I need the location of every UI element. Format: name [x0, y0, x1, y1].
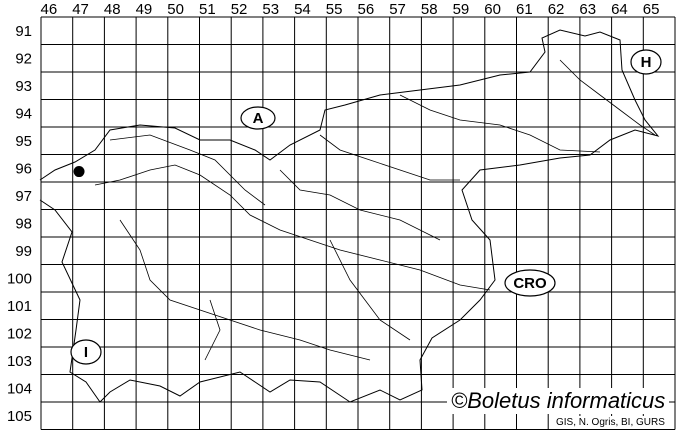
column-label: 54 — [294, 1, 311, 18]
row-label: 96 — [15, 160, 32, 177]
country-labels: A H CRO I — [70, 49, 662, 365]
grid-labels: 46 47 48 49 50 51 52 53 54 55 56 57 58 59 60 61 62 63 64 65… — [7, 1, 660, 425]
country-label-oval — [504, 269, 556, 297]
row-label: 102 — [7, 325, 32, 342]
column-label: 55 — [326, 1, 343, 18]
row-label: 105 — [7, 408, 32, 425]
column-label: 57 — [389, 1, 406, 18]
country-label-i: I — [84, 344, 88, 361]
column-label: 51 — [199, 1, 216, 18]
country-label-cro: CRO — [513, 275, 547, 292]
column-label: 50 — [167, 1, 184, 18]
column-label: 52 — [231, 1, 248, 18]
row-label: 101 — [7, 298, 32, 315]
column-label: 60 — [484, 1, 501, 18]
country-label-oval — [240, 106, 276, 130]
column-label: 62 — [548, 1, 565, 18]
column-label: 48 — [104, 1, 121, 18]
row-label: 104 — [7, 380, 32, 397]
row-label: 91 — [15, 23, 32, 40]
country-label-oval — [630, 49, 662, 75]
column-label: 65 — [643, 1, 660, 18]
country-label-oval — [70, 339, 102, 365]
column-label: 47 — [72, 1, 89, 18]
column-label: 49 — [136, 1, 153, 18]
country-label-a: A — [253, 110, 264, 127]
column-label: 59 — [453, 1, 470, 18]
column-label: 56 — [358, 1, 375, 18]
row-label: 95 — [15, 133, 32, 150]
map-grid — [40, 16, 676, 430]
row-label: 103 — [7, 353, 32, 370]
column-label: 46 — [41, 1, 58, 18]
row-label: 100 — [7, 270, 32, 287]
watermark: ©Boletus informaticus — [447, 388, 670, 414]
column-label: 58 — [421, 1, 438, 18]
column-label: 61 — [516, 1, 533, 18]
column-label: 64 — [611, 1, 628, 18]
row-label: 93 — [15, 78, 32, 95]
row-label: 94 — [15, 105, 32, 122]
row-label: 92 — [15, 50, 32, 67]
row-label: 98 — [15, 215, 32, 232]
column-label: 63 — [579, 1, 596, 18]
credit-text: GIS, N. Ogris, BI, GURS — [554, 416, 667, 429]
column-label: 53 — [262, 1, 279, 18]
row-label: 97 — [15, 188, 32, 205]
country-border — [39, 29, 660, 403]
records — [73, 166, 85, 178]
country-label-h: H — [641, 54, 652, 71]
record-dot — [73, 166, 85, 178]
row-label: 99 — [15, 243, 32, 260]
